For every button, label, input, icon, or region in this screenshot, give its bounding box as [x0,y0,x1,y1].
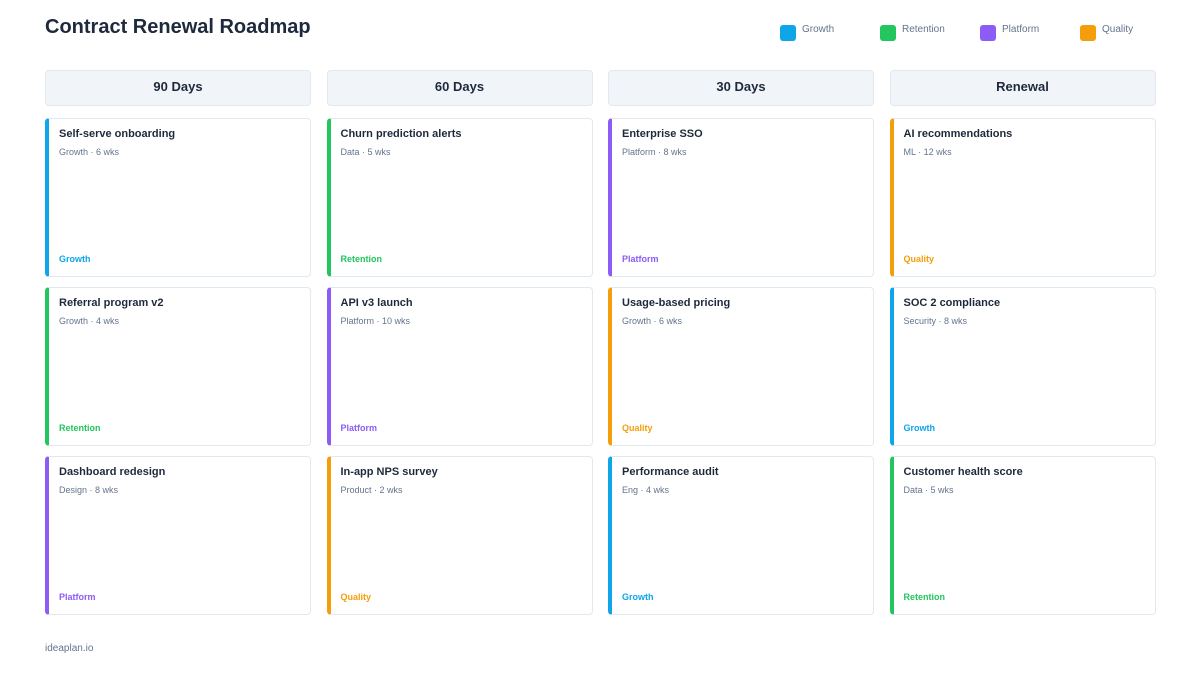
roadmap-card: Referral program v2 Growth · 4 wks Retenti… [45,287,311,446]
roadmap-card: Usage-based pricing Growth · 6 wks Quality [608,287,874,446]
roadmap-card: Churn prediction alerts Data · 5 wks Reten… [326,118,593,277]
roadmap-card: Performance audit Eng · 4 wks Growth [608,456,874,615]
column-header: 90 Days [45,70,311,106]
card-title: Churn prediction alerts [340,128,462,140]
card-tag: Quality [622,423,653,433]
card-tag: Platform [622,254,659,264]
card-title: Usage-based pricing [622,297,731,309]
card-title: Self-serve onboarding [59,128,176,140]
card-title: AI recommendations [903,128,1013,140]
card-tag: Growth [59,254,91,264]
roadmap-card: API v3 launch Platform · 10 wks Platform [326,287,593,446]
legend-label: Retention [902,24,945,35]
card-title: Customer health score [903,466,1023,478]
roadmap-card: Self-serve onboarding Growth · 6 wks Growt… [45,118,311,277]
card-tag: Growth [903,423,936,433]
legend-swatch [1080,25,1096,41]
roadmap-card: AI recommendations ML · 12 wks Quality [889,118,1156,277]
card-title: Performance audit [622,466,719,478]
card-tag: Platform [340,423,378,433]
column-header: 30 Days [608,70,874,106]
card-tag: Retention [340,254,383,264]
roadmap-card: Customer health score Data · 5 wks Retenti… [889,456,1156,615]
roadmap-card: In-app NPS survey Product · 2 wks Quality [326,456,593,615]
card-title: Dashboard redesign [59,466,166,478]
card-meta: Growth · 4 wks [59,316,120,326]
card-title: In-app NPS survey [340,466,438,478]
card-title: SOC 2 compliance [903,297,1001,309]
card-title: Enterprise SSO [622,128,703,140]
roadmap-card: SOC 2 compliance Security · 8 wks Growth [889,287,1156,446]
legend-swatch [780,25,796,41]
card-meta: Platform · 8 wks [622,147,687,157]
card-meta: ML · 12 wks [903,147,952,157]
footer: ideaplan.io [45,643,94,654]
card-meta: Security · 8 wks [903,316,968,326]
card-meta: Product · 2 wks [340,485,403,495]
legend-label: Growth [802,24,835,35]
column-header: Renewal [889,70,1156,106]
card-tag: Growth [622,592,654,602]
legend-label: Quality [1102,24,1134,35]
card-tag: Quality [903,254,935,264]
card-title: Referral program v2 [59,297,164,309]
card-tag: Retention [59,423,101,433]
card-meta: Data · 5 wks [340,147,391,157]
card-meta: Eng · 4 wks [622,485,670,495]
card-meta: Platform · 10 wks [340,316,411,326]
roadmap-card: Enterprise SSO Platform · 8 wks Platform [608,118,874,277]
card-tag: Retention [903,592,946,602]
roadmap-card: Dashboard redesign Design · 8 wks Platform [45,456,311,615]
legend-swatch [980,25,996,41]
card-meta: Design · 8 wks [59,485,119,495]
legend-label: Platform [1002,24,1040,35]
page-title: Contract Renewal Roadmap [45,16,311,38]
card-meta: Growth · 6 wks [622,316,683,326]
column-header: 60 Days [326,70,593,106]
card-title: API v3 launch [340,297,413,309]
legend-swatch [880,25,896,41]
card-meta: Data · 5 wks [903,485,954,495]
card-tag: Platform [59,592,96,602]
card-tag: Quality [340,592,372,602]
card-meta: Growth · 6 wks [59,147,120,157]
